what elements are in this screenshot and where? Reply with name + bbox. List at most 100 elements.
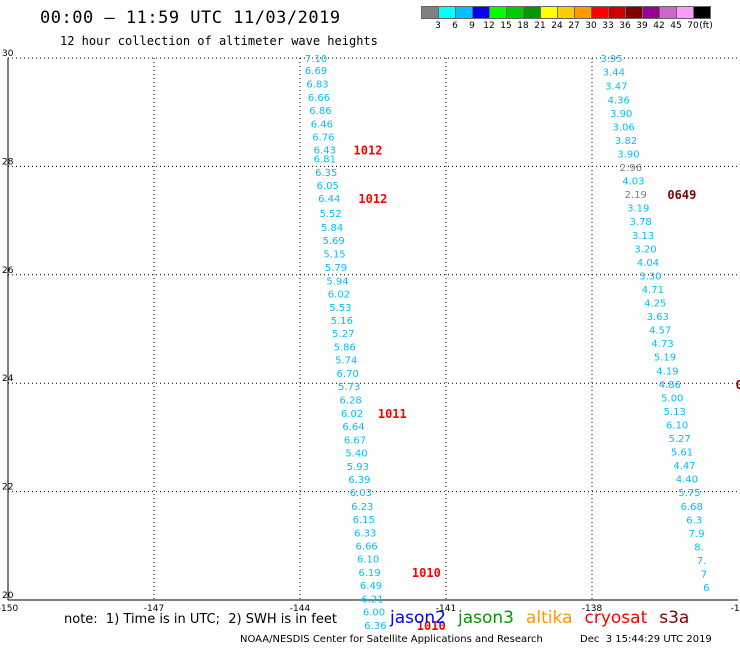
wave-height-label: 5.00 xyxy=(661,393,683,404)
legend-tick-labels: 3 6 9 12 15 18 21 24 27 30 33 36 39 42 45 70 (ft) xyxy=(421,19,713,31)
wave-height-label: 3.95 xyxy=(600,54,622,65)
y-tick-label: 20 xyxy=(2,591,14,601)
wave-height-label: 7.10 xyxy=(305,54,327,65)
wave-height-label: 5.74 xyxy=(335,355,357,366)
wave-height-label: 6.43 xyxy=(314,146,336,157)
legend-color-bar xyxy=(421,6,711,19)
wave-height-label: 5.53 xyxy=(329,303,351,314)
pass-label: 1012 xyxy=(354,144,383,158)
wave-height-label: 3.63 xyxy=(647,312,669,323)
wave-height-label: 4.25 xyxy=(644,299,666,310)
wave-height-label: 4.57 xyxy=(649,326,671,337)
wave-height-label: 5.93 xyxy=(347,462,369,473)
x-tick-label: -138 xyxy=(582,604,603,614)
y-tick-label: 30 xyxy=(2,49,14,59)
legend-label: 6 xyxy=(452,21,458,31)
satellite-label: jason2 xyxy=(390,608,446,628)
wave-height-label: 6.00 xyxy=(363,607,385,618)
x-tick-label: -141 xyxy=(436,604,456,614)
wave-height-label: 6.21 xyxy=(361,594,383,605)
legend-label: 39 xyxy=(636,21,648,31)
wave-height-label: 5.40 xyxy=(345,449,367,460)
wave-height-label: 7 xyxy=(701,570,707,581)
wave-height-label: 5.61 xyxy=(671,448,693,459)
legend-label: 36 xyxy=(619,21,631,31)
wave-height-label: 5.13 xyxy=(664,407,686,418)
wave-height-label: 5.27 xyxy=(668,434,690,445)
pass-label: 1011 xyxy=(378,407,407,421)
satellite-label: jason3 xyxy=(458,608,514,628)
wave-height-label: 6.02 xyxy=(328,289,350,300)
wave-height-label: 6.35 xyxy=(315,168,337,179)
wave-height-label: 3.19 xyxy=(627,204,649,215)
wave-height-label: 4.19 xyxy=(656,366,678,377)
wave-height-label: 5.27 xyxy=(332,329,354,340)
wave-height-label: 6.64 xyxy=(342,422,364,433)
wave-height-label: 6.66 xyxy=(356,541,378,552)
wave-height-label: 5.19 xyxy=(654,353,676,364)
legend-label: 30 xyxy=(585,21,597,31)
legend-unit: (ft) xyxy=(699,21,713,31)
wave-height-label: 6.86 xyxy=(309,106,331,117)
wave-height-label: 5.79 xyxy=(325,263,347,274)
pass-label: 1012 xyxy=(358,192,387,206)
wave-height-label: 3.47 xyxy=(605,82,627,93)
legend-label: 33 xyxy=(602,21,614,31)
legend-label: 70 xyxy=(687,21,699,31)
x-tick-label: -13 xyxy=(731,604,740,614)
legend-swatch xyxy=(693,6,711,19)
wave-height-label: 6.33 xyxy=(354,528,376,539)
wave-height-label: 6.76 xyxy=(312,133,334,144)
pass-label: 0 xyxy=(736,378,740,392)
wave-height-label: 2.96 xyxy=(620,163,642,174)
wave-height-label: 3.90 xyxy=(610,109,632,120)
credit-line: NOAA/NESDIS Center for Satellite Applica… xyxy=(240,634,543,645)
pass-label: 1010 xyxy=(412,566,441,580)
wave-height-label: 4.03 xyxy=(622,177,644,188)
wave-height-label: 6 xyxy=(703,583,709,594)
legend-label: 9 xyxy=(469,21,475,31)
legend-label: 18 xyxy=(517,21,529,31)
legend-label: 45 xyxy=(670,21,682,31)
wave-height-label: 6.81 xyxy=(314,154,336,165)
legend-label: 15 xyxy=(500,21,512,31)
wave-height-label: 5.69 xyxy=(322,236,344,247)
wave-height-label: 6.44 xyxy=(318,194,340,205)
legend-label: 3 xyxy=(435,21,441,31)
y-tick-label: 22 xyxy=(2,483,13,493)
chart-subtitle: 12 hour collection of altimeter wave hei… xyxy=(60,34,378,48)
wave-height-label: 5.15 xyxy=(323,250,345,261)
wave-height-label: 3.20 xyxy=(634,244,656,255)
x-tick-label: -144 xyxy=(290,604,311,614)
wave-height-label: 6.49 xyxy=(360,581,382,592)
wave-height-label: 3.78 xyxy=(630,217,652,228)
wave-height-label: 5.75 xyxy=(678,488,700,499)
wave-height-label: 6.39 xyxy=(348,475,370,486)
wave-height-label: 4.40 xyxy=(676,475,698,486)
credit-timestamp: Dec 3 15:44:29 UTC 2019 xyxy=(580,634,712,645)
wave-height-label: 6.70 xyxy=(337,369,359,380)
legend-label: 27 xyxy=(568,21,580,31)
wave-height-label: 6.36 xyxy=(364,621,386,632)
wave-height-label: 6.02 xyxy=(341,409,363,420)
footer-note: note: 1) Time is in UTC; 2) SWH is in fe… xyxy=(64,612,337,627)
wave-height-label: 6.15 xyxy=(353,515,375,526)
wave-height-label: 5.84 xyxy=(321,223,343,234)
wave-height-label: 3.82 xyxy=(615,136,637,147)
pass-label: 0649 xyxy=(667,188,696,202)
wave-height-label: 3.90 xyxy=(617,149,639,160)
wave-height-label: 5.16 xyxy=(331,316,353,327)
wave-height-label: 3.44 xyxy=(603,68,625,79)
wave-height-label: 8. xyxy=(694,542,704,553)
wave-height-label: 4.73 xyxy=(651,339,673,350)
wave-height-label: 6.03 xyxy=(350,488,372,499)
y-tick-label: 24 xyxy=(2,374,14,384)
wave-height-label: 6.68 xyxy=(681,502,703,513)
wave-height-label: 5.73 xyxy=(338,382,360,393)
wave-height-label: 5.86 xyxy=(334,342,356,353)
wave-height-label: 3.30 xyxy=(639,271,661,282)
wave-height-label: 5.52 xyxy=(320,209,342,220)
pass-label: 1010 xyxy=(417,619,446,633)
wave-height-label: 3.13 xyxy=(632,231,654,242)
